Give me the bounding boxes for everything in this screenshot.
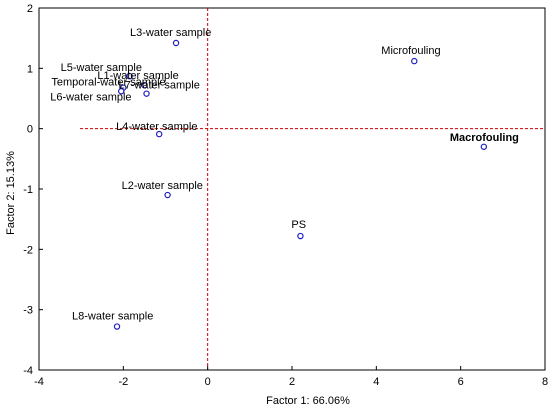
y-tick-label: 2 — [27, 3, 33, 15]
point-label: L7-water sample — [119, 80, 200, 92]
data-point — [411, 57, 418, 65]
y-tick-label: -3 — [23, 305, 33, 317]
data-point — [297, 232, 304, 240]
x-tick-label: -2 — [118, 376, 128, 388]
y-tick-label: -4 — [23, 365, 33, 377]
y-tick-label: -1 — [23, 184, 33, 196]
data-point — [155, 130, 163, 138]
y-tick-label: 0 — [27, 124, 33, 136]
y-tick-label: -2 — [23, 244, 33, 256]
axis-tick-labels: -4 -2 0 2 4 6 8 2 1 0 -1 -2 -3 -4 — [23, 3, 548, 388]
x-axis-title: Factor 1: 66.06% — [266, 395, 350, 407]
point-label: L3-water sample — [130, 27, 211, 39]
point-label: L2-water sample — [122, 180, 203, 192]
point-label: L4-water sample — [116, 121, 197, 133]
point-label: L6-water sample — [50, 91, 131, 103]
point-label: L1-water sample — [97, 70, 178, 82]
data-point — [141, 82, 148, 89]
data-point — [126, 72, 133, 80]
data-point — [143, 90, 150, 97]
point-label: PS — [291, 219, 306, 231]
data-point — [480, 143, 488, 150]
x-tick-label: 8 — [542, 376, 548, 388]
y-tick-label: 1 — [27, 63, 33, 75]
axis-ticks — [38, 7, 546, 371]
point-label: Macrofouling — [450, 132, 519, 144]
data-point — [118, 88, 125, 95]
point-label: Microfouling — [381, 45, 440, 57]
point-label: L8-water sample — [72, 311, 153, 323]
x-tick-label: 0 — [205, 376, 211, 388]
reference-lines — [80, 8, 545, 370]
x-tick-label: 2 — [289, 376, 295, 388]
data-point — [164, 191, 171, 199]
point-label: L5-water sample — [61, 62, 142, 74]
y-axis-title: Factor 2: 15.13% — [5, 151, 17, 235]
point-label: Temporal-water sample — [51, 77, 165, 89]
x-tick-label: -4 — [34, 376, 44, 388]
data-points — [113, 39, 488, 330]
x-tick-label: 6 — [458, 376, 464, 388]
data-point — [113, 323, 121, 330]
data-point — [172, 39, 180, 47]
x-tick-label: 4 — [373, 376, 379, 388]
